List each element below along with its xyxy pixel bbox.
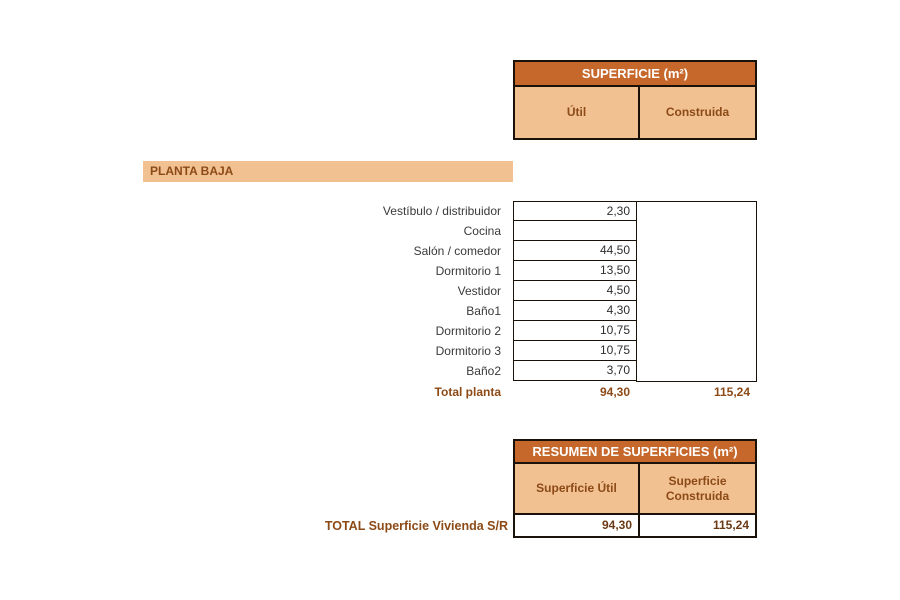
total-planta-label: Total planta	[434, 385, 501, 399]
total-planta-construida-value: 115,24	[713, 385, 750, 399]
room-label: Salón / comedor	[413, 244, 501, 258]
construida-column-cell	[636, 201, 757, 382]
summary-total-util-value: 94,30	[515, 515, 638, 536]
section-title-planta-baja: PLANTA BAJA	[143, 161, 513, 182]
util-value-cell: 10,75	[513, 321, 637, 341]
column-header-util: Útil	[515, 87, 638, 138]
util-value-cell: 4,30	[513, 301, 637, 321]
table-row: Salón / comedor 44,50	[143, 241, 637, 261]
column-header-superficie-util: Superficie Útil	[515, 464, 638, 515]
room-label: Baño2	[466, 364, 501, 378]
util-value-cell	[513, 221, 637, 241]
rooms-rows: Vestíbulo / distribuidor 2,30 Cocina Salón …	[143, 201, 637, 381]
table-row: Cocina	[143, 221, 637, 241]
summary-total-row: 94,30 115,24	[515, 515, 755, 536]
room-label: Vestidor	[457, 284, 501, 298]
total-planta-row: Total planta 94,30 115,24	[143, 382, 757, 402]
total-planta-util-value: 94,30	[599, 385, 630, 399]
room-label: Dormitorio 3	[435, 344, 501, 358]
util-value-cell: 10,75	[513, 341, 637, 361]
table-row: Baño2 3,70	[143, 361, 637, 381]
resumen-table-title: RESUMEN DE SUPERFICIES (m²)	[515, 441, 755, 464]
table-row: Dormitorio 3 10,75	[143, 341, 637, 361]
superficie-table-title: SUPERFICIE (m²)	[515, 62, 755, 87]
table-row: Vestíbulo / distribuidor 2,30	[143, 201, 637, 221]
room-label: Cocina	[463, 224, 501, 238]
resumen-table: RESUMEN DE SUPERFICIES (m²) Superficie Ú…	[513, 439, 757, 538]
table-row: Dormitorio 2 10,75	[143, 321, 637, 341]
util-value-cell: 3,70	[513, 361, 637, 381]
column-header-construida: Construida	[638, 87, 755, 138]
room-label: Baño1	[466, 304, 501, 318]
superficie-header-table: SUPERFICIE (m²) Útil Construida	[513, 60, 757, 140]
column-header-superficie-construida: Superficie Construida	[638, 464, 755, 515]
summary-total-label: TOTAL Superficie Vivienda S/R	[324, 519, 508, 533]
table-row: Dormitorio 1 13,50	[143, 261, 637, 281]
util-value-cell: 13,50	[513, 261, 637, 281]
room-label: Vestíbulo / distribuidor	[382, 204, 501, 218]
room-label: Dormitorio 1	[435, 264, 501, 278]
util-value-cell: 44,50	[513, 241, 637, 261]
table-row: Vestidor 4,50	[143, 281, 637, 301]
util-value-cell: 4,50	[513, 281, 637, 301]
summary-total-construida-value: 115,24	[638, 515, 755, 536]
util-value-cell: 2,30	[513, 201, 637, 221]
table-row: Baño1 4,30	[143, 301, 637, 321]
room-label: Dormitorio 2	[435, 324, 501, 338]
